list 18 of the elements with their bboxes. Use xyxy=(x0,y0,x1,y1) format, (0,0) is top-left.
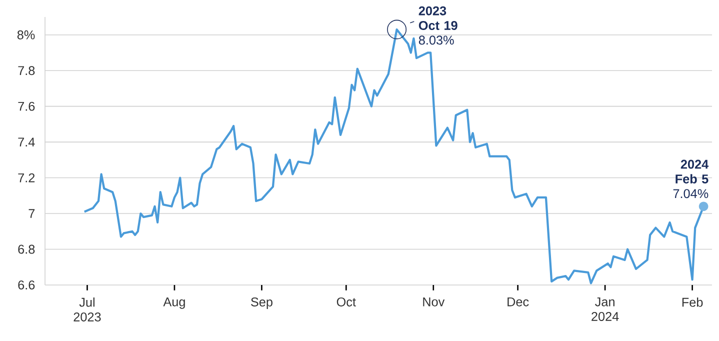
x-tick-label: Jul 2023 xyxy=(74,297,101,322)
x-tick-label: Aug xyxy=(163,297,185,309)
x-tick-label: Dec xyxy=(508,297,529,306)
y-tick-label: 6.8 xyxy=(18,244,35,254)
annotation: 2023 Oct 19 8.03% xyxy=(418,6,458,45)
x-tick-label: Sep xyxy=(251,297,272,309)
y-tick-label: 6.6 xyxy=(18,280,35,290)
y-tick-label: 7.4 xyxy=(18,138,35,146)
y-tick-label: 7.6 xyxy=(18,102,35,111)
x-tick-label: Feb xyxy=(682,297,703,307)
y-tick-label: 7.2 xyxy=(18,173,35,182)
x-tick-label: Nov xyxy=(423,297,445,306)
x-tick-label: Jan 2024 xyxy=(592,297,619,321)
y-tick-label: 7 xyxy=(28,209,35,218)
y-tick-label: 7.8 xyxy=(18,66,35,76)
annotation: 2024 Feb 5 7.04% xyxy=(673,160,709,198)
y-tick-label: 8% xyxy=(17,30,35,40)
x-tick-label: Oct xyxy=(336,297,356,306)
